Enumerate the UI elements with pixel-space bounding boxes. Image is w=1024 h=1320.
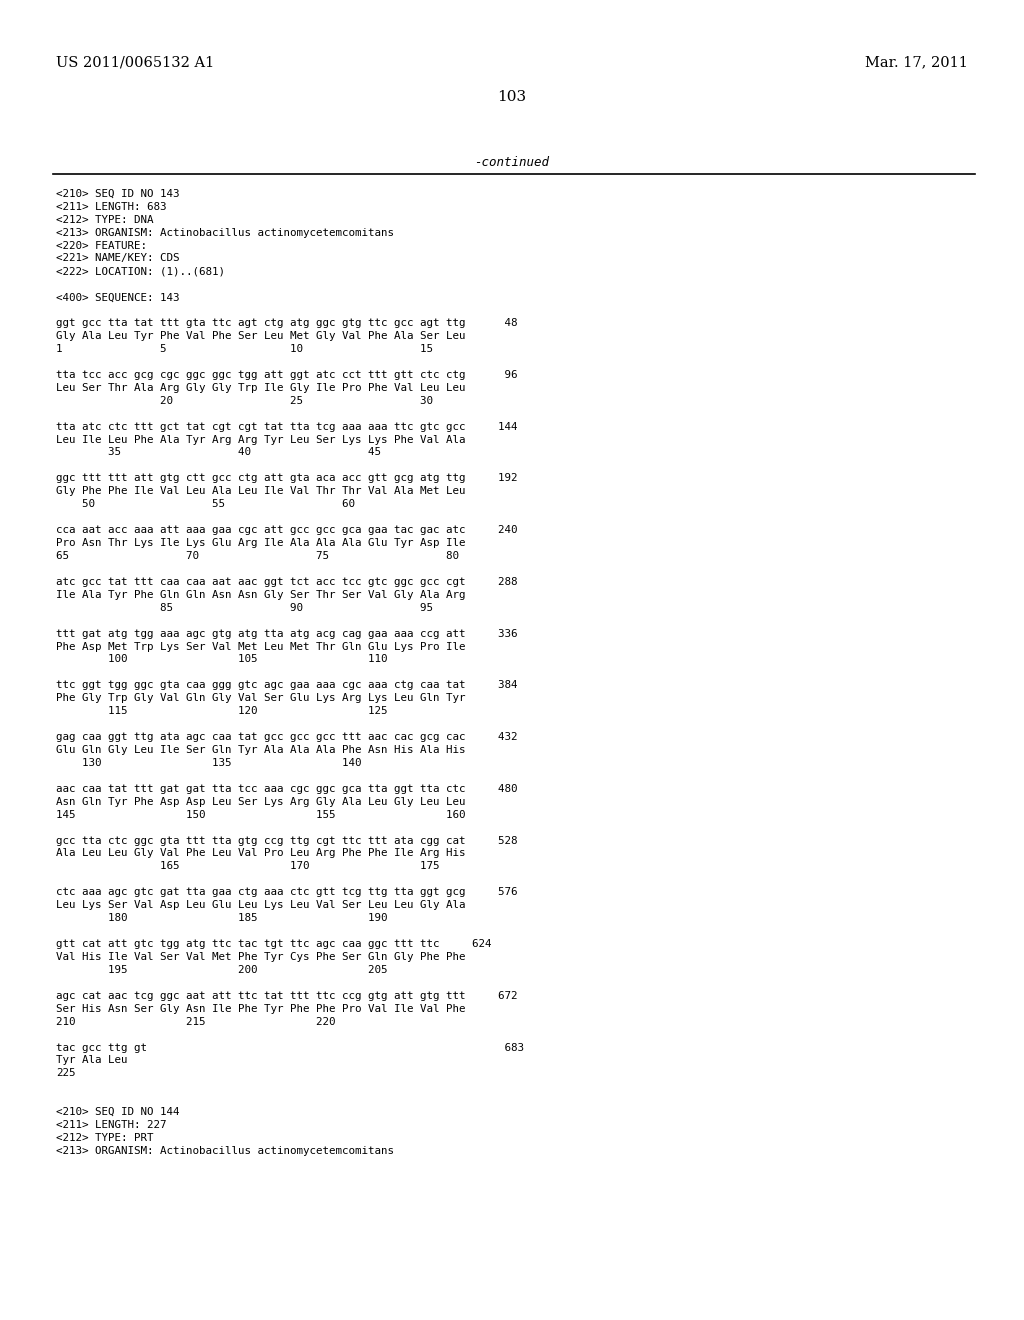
Text: <222> LOCATION: (1)..(681): <222> LOCATION: (1)..(681) [56,267,225,276]
Text: Pro Asn Thr Lys Ile Lys Glu Arg Ile Ala Ala Ala Glu Tyr Asp Ile: Pro Asn Thr Lys Ile Lys Glu Arg Ile Ala … [56,539,466,548]
Text: 85                  90                  95: 85 90 95 [56,603,433,612]
Text: US 2011/0065132 A1: US 2011/0065132 A1 [56,55,215,70]
Text: <212> TYPE: PRT: <212> TYPE: PRT [56,1133,154,1143]
Text: 50                  55                  60: 50 55 60 [56,499,355,510]
Text: aac caa tat ttt gat gat tta tcc aaa cgc ggc gca tta ggt tta ctc     480: aac caa tat ttt gat gat tta tcc aaa cgc … [56,784,518,793]
Text: 115                 120                 125: 115 120 125 [56,706,388,717]
Text: 195                 200                 205: 195 200 205 [56,965,388,975]
Text: cca aat acc aaa att aaa gaa cgc att gcc gcc gca gaa tac gac atc     240: cca aat acc aaa att aaa gaa cgc att gcc … [56,525,518,535]
Text: ttc ggt tgg ggc gta caa ggg gtc agc gaa aaa cgc aaa ctg caa tat     384: ttc ggt tgg ggc gta caa ggg gtc agc gaa … [56,680,518,690]
Text: Ala Leu Leu Gly Val Phe Leu Val Pro Leu Arg Phe Phe Ile Arg His: Ala Leu Leu Gly Val Phe Leu Val Pro Leu … [56,849,466,858]
Text: <210> SEQ ID NO 143: <210> SEQ ID NO 143 [56,189,180,199]
Text: -continued: -continued [474,156,550,169]
Text: Phe Gly Trp Gly Val Gln Gly Val Ser Glu Lys Arg Lys Leu Gln Tyr: Phe Gly Trp Gly Val Gln Gly Val Ser Glu … [56,693,466,704]
Text: 35                  40                  45: 35 40 45 [56,447,381,458]
Text: Tyr Ala Leu: Tyr Ala Leu [56,1056,128,1065]
Text: ggc ttt ttt att gtg ctt gcc ctg att gta aca acc gtt gcg atg ttg     192: ggc ttt ttt att gtg ctt gcc ctg att gta … [56,474,518,483]
Text: ttt gat atg tgg aaa agc gtg atg tta atg acg cag gaa aaa ccg att     336: ttt gat atg tgg aaa agc gtg atg tta atg … [56,628,518,639]
Text: 103: 103 [498,90,526,104]
Text: <211> LENGTH: 683: <211> LENGTH: 683 [56,202,167,211]
Text: Ser His Asn Ser Gly Asn Ile Phe Tyr Phe Phe Pro Val Ile Val Phe: Ser His Asn Ser Gly Asn Ile Phe Tyr Phe … [56,1003,466,1014]
Text: gcc tta ctc ggc gta ttt tta gtg ccg ttg cgt ttc ttt ata cgg cat     528: gcc tta ctc ggc gta ttt tta gtg ccg ttg … [56,836,518,846]
Text: ggt gcc tta tat ttt gta ttc agt ctg atg ggc gtg ttc gcc agt ttg      48: ggt gcc tta tat ttt gta ttc agt ctg atg … [56,318,518,329]
Text: Asn Gln Tyr Phe Asp Asp Leu Ser Lys Arg Gly Ala Leu Gly Leu Leu: Asn Gln Tyr Phe Asp Asp Leu Ser Lys Arg … [56,797,466,807]
Text: tta tcc acc gcg cgc ggc ggc tgg att ggt atc cct ttt gtt ctc ctg      96: tta tcc acc gcg cgc ggc ggc tgg att ggt … [56,370,518,380]
Text: tac gcc ttg gt                                                       683: tac gcc ttg gt 683 [56,1043,524,1052]
Text: Ile Ala Tyr Phe Gln Gln Asn Asn Gly Ser Thr Ser Val Gly Ala Arg: Ile Ala Tyr Phe Gln Gln Asn Asn Gly Ser … [56,590,466,599]
Text: 65                  70                  75                  80: 65 70 75 80 [56,550,460,561]
Text: Leu Lys Ser Val Asp Leu Glu Leu Lys Leu Val Ser Leu Leu Gly Ala: Leu Lys Ser Val Asp Leu Glu Leu Lys Leu … [56,900,466,911]
Text: atc gcc tat ttt caa caa aat aac ggt tct acc tcc gtc ggc gcc cgt     288: atc gcc tat ttt caa caa aat aac ggt tct … [56,577,518,587]
Text: gag caa ggt ttg ata agc caa tat gcc gcc gcc ttt aac cac gcg cac     432: gag caa ggt ttg ata agc caa tat gcc gcc … [56,733,518,742]
Text: Gly Ala Leu Tyr Phe Val Phe Ser Leu Met Gly Val Phe Ala Ser Leu: Gly Ala Leu Tyr Phe Val Phe Ser Leu Met … [56,331,466,341]
Text: 1               5                   10                  15: 1 5 10 15 [56,345,433,354]
Text: gtt cat att gtc tgg atg ttc tac tgt ttc agc caa ggc ttt ttc     624: gtt cat att gtc tgg atg ttc tac tgt ttc … [56,939,492,949]
Text: <221> NAME/KEY: CDS: <221> NAME/KEY: CDS [56,253,180,264]
Text: <213> ORGANISM: Actinobacillus actinomycetemcomitans: <213> ORGANISM: Actinobacillus actinomyc… [56,227,394,238]
Text: 165                 170                 175: 165 170 175 [56,862,440,871]
Text: <211> LENGTH: 227: <211> LENGTH: 227 [56,1121,167,1130]
Text: <213> ORGANISM: Actinobacillus actinomycetemcomitans: <213> ORGANISM: Actinobacillus actinomyc… [56,1146,394,1156]
Text: 225: 225 [56,1068,76,1078]
Text: <212> TYPE: DNA: <212> TYPE: DNA [56,215,154,224]
Text: 20                  25                  30: 20 25 30 [56,396,433,405]
Text: Glu Gln Gly Leu Ile Ser Gln Tyr Ala Ala Ala Phe Asn His Ala His: Glu Gln Gly Leu Ile Ser Gln Tyr Ala Ala … [56,744,466,755]
Text: Mar. 17, 2011: Mar. 17, 2011 [865,55,968,70]
Text: 130                 135                 140: 130 135 140 [56,758,361,768]
Text: <220> FEATURE:: <220> FEATURE: [56,240,147,251]
Text: tta atc ctc ttt gct tat cgt cgt tat tta tcg aaa aaa ttc gtc gcc     144: tta atc ctc ttt gct tat cgt cgt tat tta … [56,421,518,432]
Text: Phe Asp Met Trp Lys Ser Val Met Leu Met Thr Gln Glu Lys Pro Ile: Phe Asp Met Trp Lys Ser Val Met Leu Met … [56,642,466,652]
Text: Leu Ser Thr Ala Arg Gly Gly Trp Ile Gly Ile Pro Phe Val Leu Leu: Leu Ser Thr Ala Arg Gly Gly Trp Ile Gly … [56,383,466,393]
Text: 210                 215                 220: 210 215 220 [56,1016,336,1027]
Text: <210> SEQ ID NO 144: <210> SEQ ID NO 144 [56,1107,180,1117]
Text: 100                 105                 110: 100 105 110 [56,655,388,664]
Text: 180                 185                 190: 180 185 190 [56,913,388,923]
Text: ctc aaa agc gtc gat tta gaa ctg aaa ctc gtt tcg ttg tta ggt gcg     576: ctc aaa agc gtc gat tta gaa ctg aaa ctc … [56,887,518,898]
Text: <400> SEQUENCE: 143: <400> SEQUENCE: 143 [56,292,180,302]
Text: Leu Ile Leu Phe Ala Tyr Arg Arg Tyr Leu Ser Lys Lys Phe Val Ala: Leu Ile Leu Phe Ala Tyr Arg Arg Tyr Leu … [56,434,466,445]
Text: Gly Phe Phe Ile Val Leu Ala Leu Ile Val Thr Thr Val Ala Met Leu: Gly Phe Phe Ile Val Leu Ala Leu Ile Val … [56,486,466,496]
Text: Val His Ile Val Ser Val Met Phe Tyr Cys Phe Ser Gln Gly Phe Phe: Val His Ile Val Ser Val Met Phe Tyr Cys … [56,952,466,962]
Text: agc cat aac tcg ggc aat att ttc tat ttt ttc ccg gtg att gtg ttt     672: agc cat aac tcg ggc aat att ttc tat ttt … [56,991,518,1001]
Text: 145                 150                 155                 160: 145 150 155 160 [56,809,466,820]
